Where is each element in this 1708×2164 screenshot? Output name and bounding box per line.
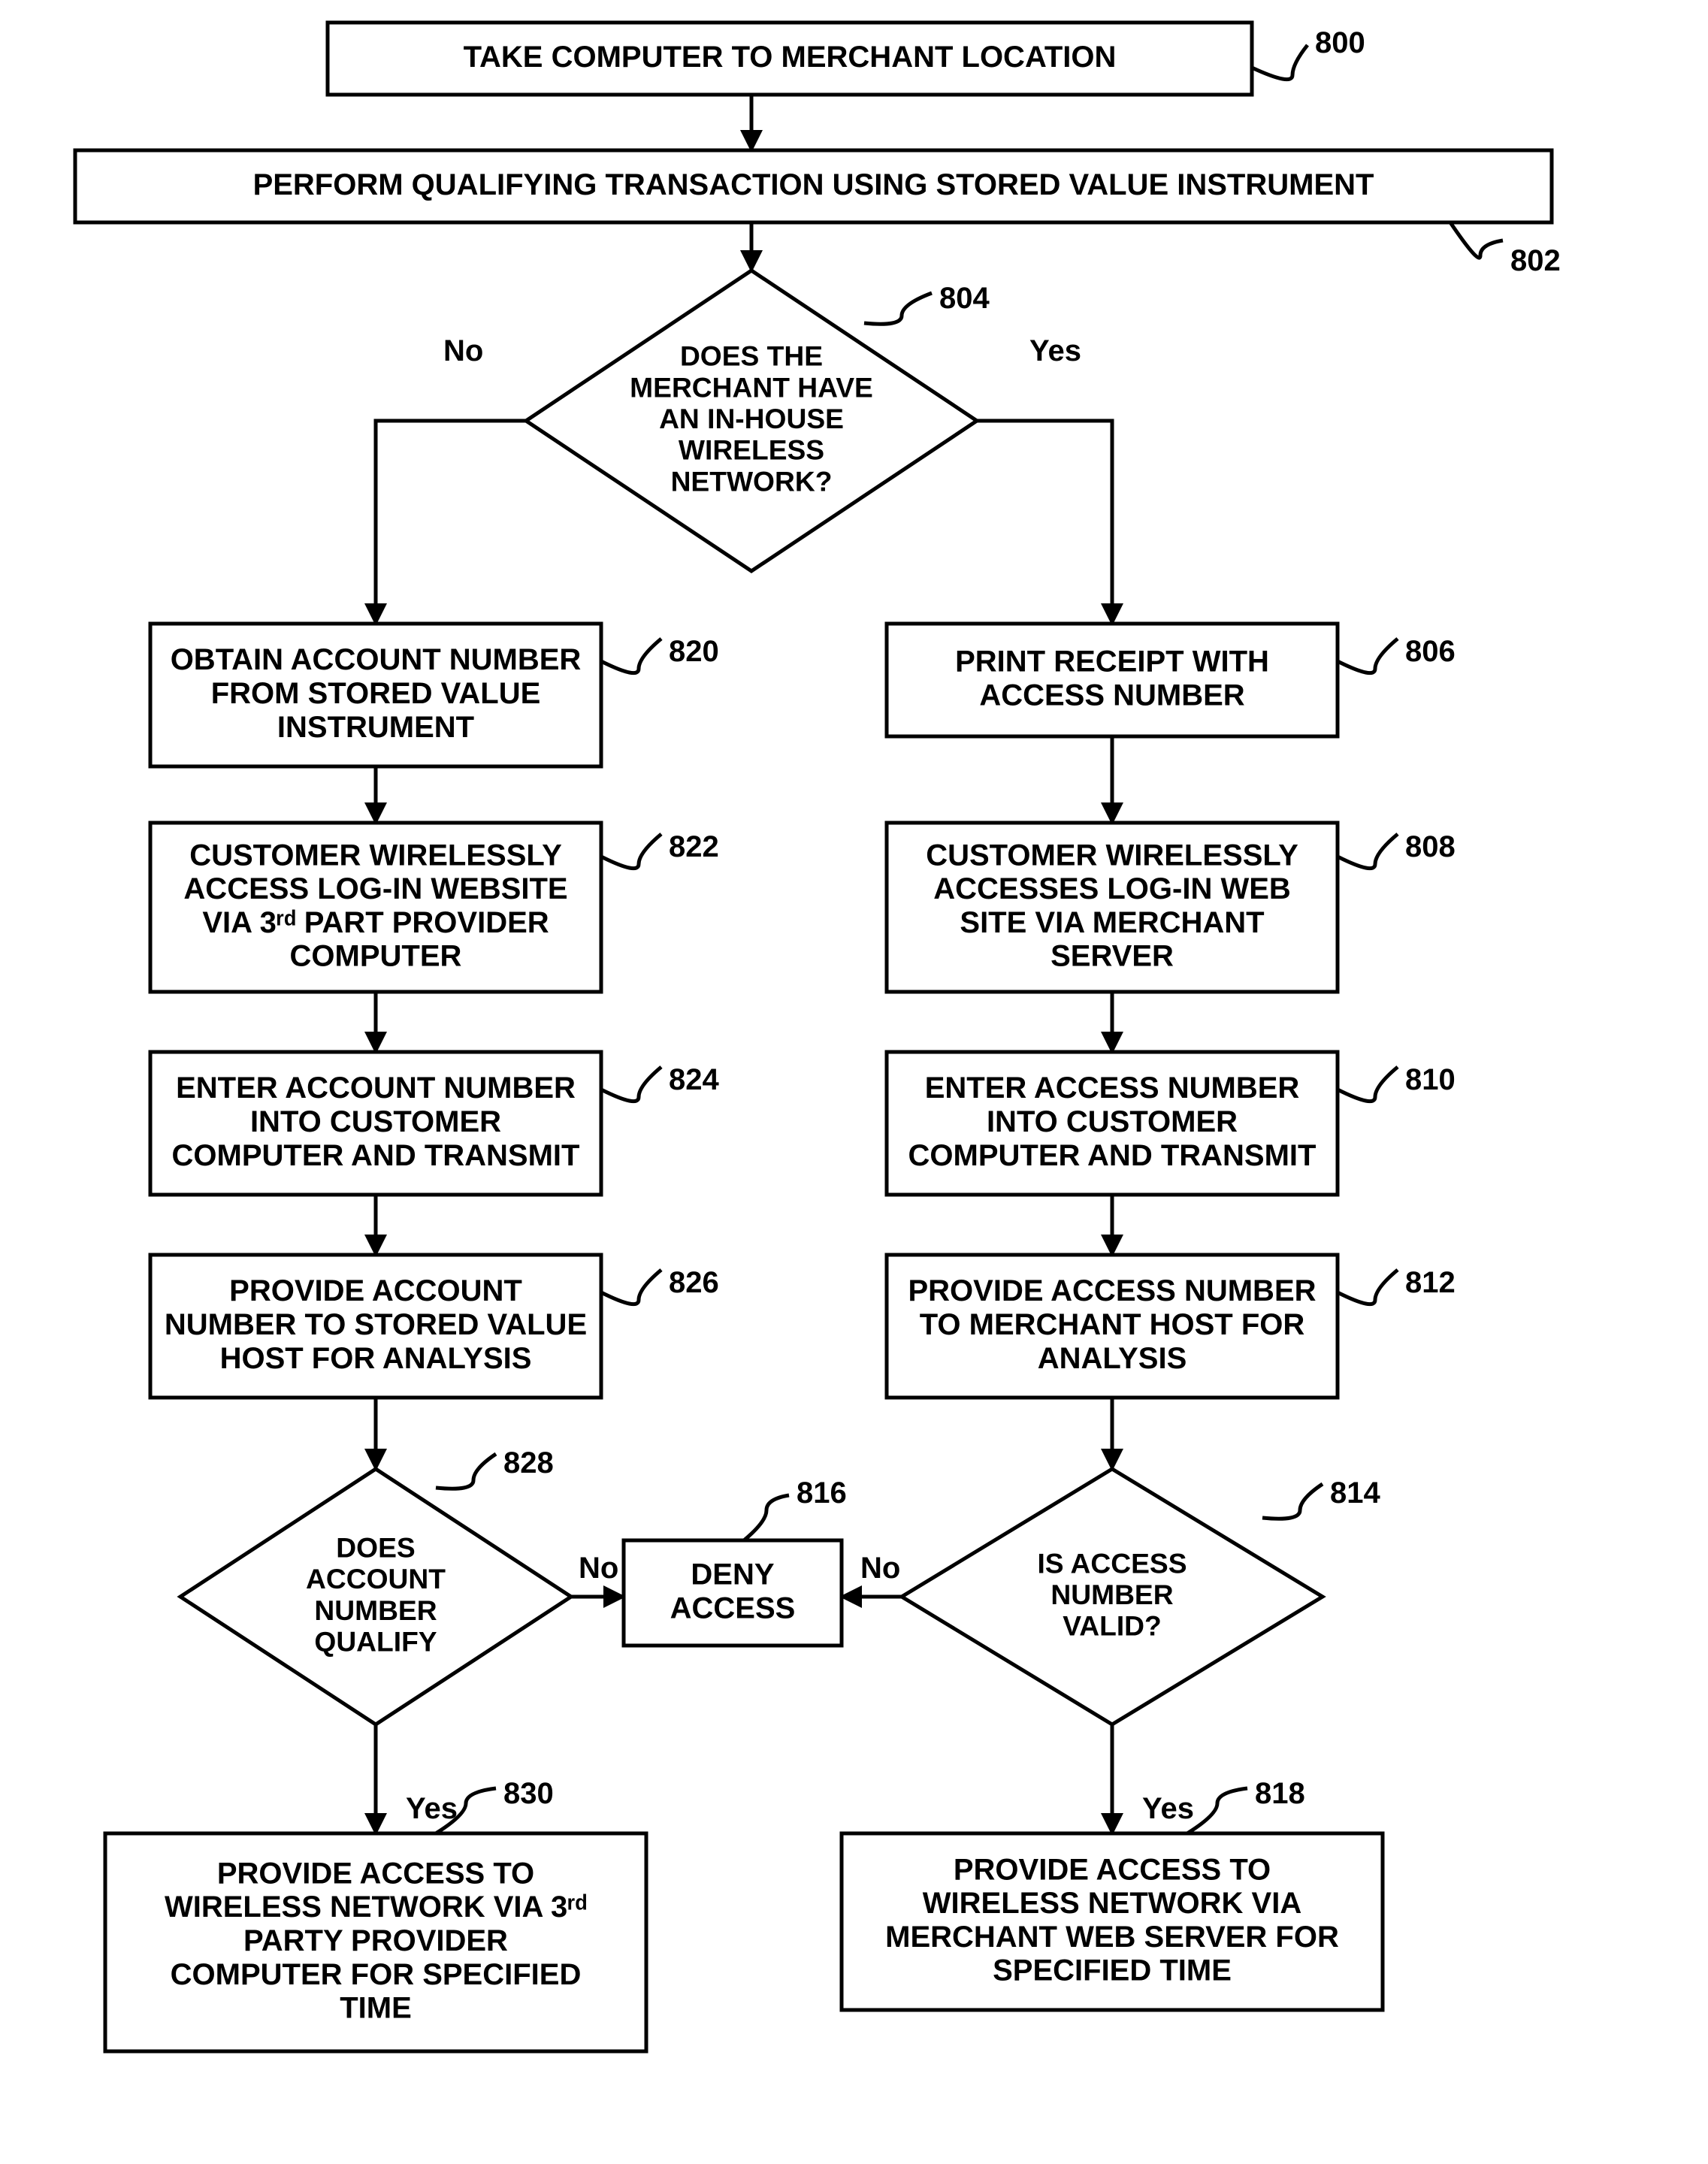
ref-number: 824 [669, 1063, 719, 1096]
node-n802: PERFORM QUALIFYING TRANSACTION USING STO… [75, 150, 1552, 222]
ref-number: 806 [1405, 635, 1456, 668]
ref-n810: 810 [1338, 1063, 1456, 1102]
ref-n800: 800 [1252, 26, 1365, 80]
ref-n802: 802 [1450, 222, 1561, 277]
node-n808: CUSTOMER WIRELESSLYACCESSES LOG-IN WEBSI… [887, 823, 1338, 992]
edge: No [376, 334, 526, 624]
ref-number: 800 [1315, 26, 1365, 59]
node-n818: PROVIDE ACCESS TOWIRELESS NETWORK VIAMER… [842, 1833, 1383, 2010]
edge: Yes [977, 334, 1112, 624]
node-n812: PROVIDE ACCESS NUMBERTO MERCHANT HOST FO… [887, 1255, 1338, 1398]
edge-label: Yes [1029, 334, 1081, 367]
node-n824: ENTER ACCOUNT NUMBERINTO CUSTOMERCOMPUTE… [150, 1052, 601, 1195]
ref-number: 816 [797, 1476, 847, 1510]
ref-number: 808 [1405, 830, 1456, 863]
ref-n806: 806 [1338, 635, 1456, 673]
ref-n808: 808 [1338, 830, 1456, 869]
edge-label: Yes [1142, 1792, 1194, 1825]
ref-number: 820 [669, 635, 719, 668]
ref-n812: 812 [1338, 1266, 1456, 1304]
node-n816: DENYACCESS [624, 1540, 842, 1646]
flowchart-diagram: No Yes No No Yes Yes TAKE COMPUTER TO MERCHAN… [0, 0, 1708, 2164]
node-text-n800: TAKE COMPUTER TO MERCHANT LOCATION [464, 41, 1117, 74]
ref-number: 826 [669, 1266, 719, 1299]
edge-label: No [860, 1552, 900, 1585]
node-n800: TAKE COMPUTER TO MERCHANT LOCATION [328, 23, 1252, 95]
ref-number: 830 [503, 1777, 554, 1810]
ref-number: 804 [939, 282, 990, 315]
ref-number: 822 [669, 830, 719, 863]
ref-n826: 826 [601, 1266, 719, 1304]
ref-n820: 820 [601, 635, 719, 673]
ref-n818: 818 [1187, 1777, 1305, 1833]
node-n806: PRINT RECEIPT WITHACCESS NUMBER [887, 624, 1338, 736]
node-n828: DOESACCOUNTNUMBERQUALIFY [180, 1469, 571, 1724]
node-text-n802: PERFORM QUALIFYING TRANSACTION USING STO… [253, 168, 1374, 201]
node-n804: DOES THEMERCHANT HAVEAN IN-HOUSEWIRELESS… [526, 270, 977, 571]
edge: Yes [1112, 1724, 1194, 1833]
edge: Yes [376, 1724, 458, 1833]
ref-number: 802 [1510, 244, 1561, 277]
ref-n816: 816 [744, 1476, 847, 1540]
edge: No [571, 1552, 624, 1597]
node-n830: PROVIDE ACCESS TOWIRELESS NETWORK VIA 3ʳ… [105, 1833, 646, 2051]
edge: No [842, 1552, 902, 1597]
node-n826: PROVIDE ACCOUNTNUMBER TO STORED VALUEHOS… [150, 1255, 601, 1398]
ref-n804: 804 [864, 282, 990, 324]
ref-number: 814 [1330, 1476, 1380, 1510]
edge-label: No [443, 334, 483, 367]
ref-n828: 828 [436, 1446, 554, 1489]
node-n814: IS ACCESSNUMBERVALID? [902, 1469, 1323, 1724]
ref-number: 812 [1405, 1266, 1456, 1299]
node-n822: CUSTOMER WIRELESSLYACCESS LOG-IN WEBSITE… [150, 823, 601, 992]
ref-number: 828 [503, 1446, 554, 1479]
node-n810: ENTER ACCESS NUMBERINTO CUSTOMERCOMPUTER… [887, 1052, 1338, 1195]
node-text-n806: PRINT RECEIPT WITHACCESS NUMBER [955, 645, 1269, 712]
edge-label: Yes [406, 1792, 458, 1825]
ref-n814: 814 [1262, 1476, 1380, 1519]
ref-number: 810 [1405, 1063, 1456, 1096]
node-n820: OBTAIN ACCOUNT NUMBERFROM STORED VALUEIN… [150, 624, 601, 766]
ref-n824: 824 [601, 1063, 719, 1102]
ref-number: 818 [1255, 1777, 1305, 1810]
edge-label: No [579, 1552, 618, 1585]
ref-n822: 822 [601, 830, 719, 869]
